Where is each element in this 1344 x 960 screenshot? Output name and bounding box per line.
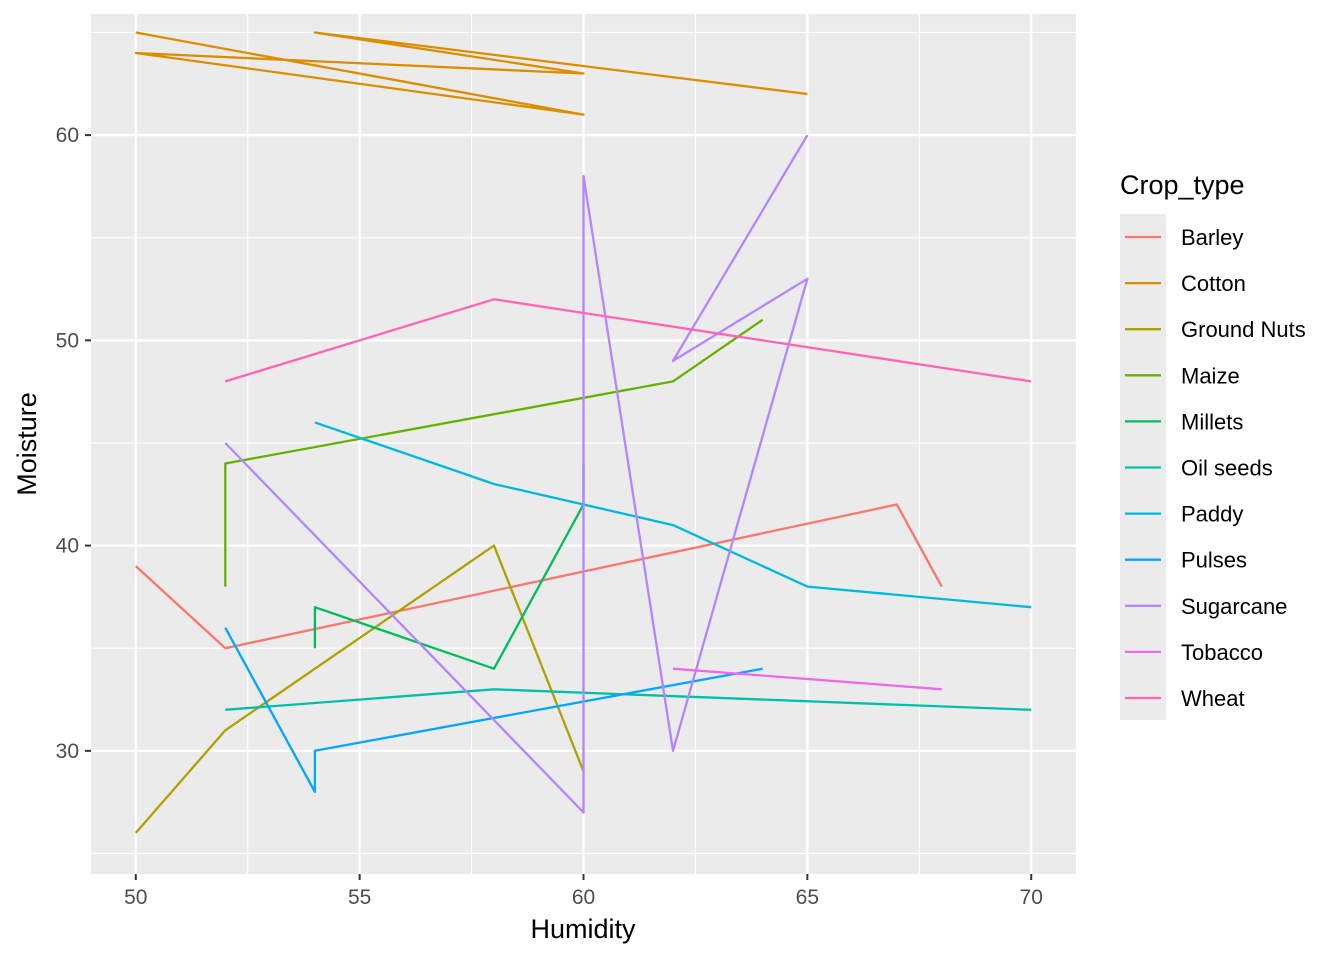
legend-label: Wheat: [1181, 686, 1245, 711]
y-tick-label: 60: [56, 124, 79, 147]
legend-label: Ground Nuts: [1181, 317, 1306, 342]
legend-label: Pulses: [1181, 548, 1247, 573]
x-axis-title: Humidity: [530, 914, 636, 944]
legend-title: Crop_type: [1120, 170, 1245, 200]
legend: Crop_type Barley Cotton Ground Nuts Maize Mi…: [1120, 170, 1306, 720]
x-tick-label: 50: [124, 886, 147, 909]
series-line-oil-seeds: [225, 688, 1032, 711]
y-tick-label: 30: [56, 740, 79, 763]
legend-label: Paddy: [1181, 502, 1243, 527]
y-axis-title: Moisture: [12, 392, 42, 496]
legend-label: Barley: [1181, 225, 1243, 250]
legend-label: Maize: [1181, 363, 1240, 388]
legend-label: Sugarcane: [1181, 594, 1287, 619]
series-line-ground-nuts: [134, 544, 585, 834]
series-line-cotton: [134, 31, 808, 116]
x-tick-label: 55: [348, 886, 371, 909]
series-line-tobacco: [672, 667, 942, 691]
series-lines: [134, 31, 1032, 834]
legend-label: Cotton: [1181, 271, 1246, 296]
y-tick-label: 50: [56, 329, 79, 352]
series-line-pulses: [224, 627, 763, 794]
series-line-barley: [135, 503, 943, 650]
y-tick-label: 40: [56, 535, 79, 558]
x-tick-label: 70: [1020, 886, 1043, 909]
legend-label: Oil seeds: [1181, 456, 1273, 481]
series-line-sugarcane: [224, 134, 809, 814]
series-line-wheat: [224, 298, 1032, 383]
legend-label: Millets: [1181, 409, 1243, 434]
y-axis: 30 40 50 60: [56, 124, 91, 763]
x-axis: 50 55 60 65 70: [124, 874, 1043, 909]
x-tick-label: 60: [572, 886, 595, 909]
legend-label: Tobacco: [1181, 640, 1263, 665]
series-line-maize: [224, 318, 764, 587]
x-tick-label: 65: [796, 886, 819, 909]
series-line-paddy: [314, 421, 1032, 609]
